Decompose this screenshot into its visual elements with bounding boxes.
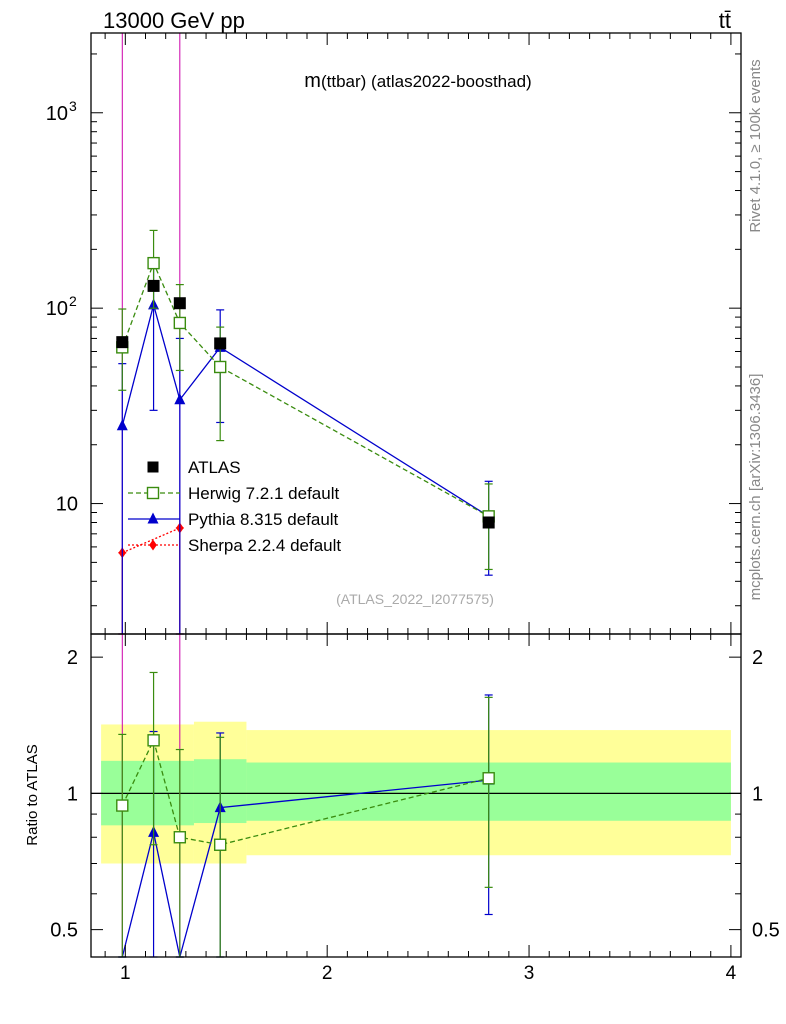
ratio-y-tick-label-left: 2 bbox=[67, 647, 78, 669]
ratio-y-axis-label: Ratio to ATLAS bbox=[24, 744, 41, 845]
series-layer bbox=[116, 33, 495, 958]
rivet-version-label: Rivet 4.1.0, ≥ 100k events bbox=[747, 59, 764, 232]
legend-label-atlas: ATLAS bbox=[188, 458, 241, 477]
sherpa-main-line bbox=[122, 527, 181, 554]
legend-marker-sherpa bbox=[149, 539, 157, 551]
herwig-main-point bbox=[213, 360, 227, 374]
main-y-tick-label-exponent: 2 bbox=[69, 293, 77, 309]
chart-title-rest: (ttbar) (atlas2022-boosthad) bbox=[321, 72, 532, 91]
atlas-main-point bbox=[147, 279, 160, 292]
x-tick-label: 2 bbox=[322, 963, 333, 984]
main-y-tick-label: 10 bbox=[46, 103, 68, 125]
main-y-tick-label: 10 bbox=[56, 494, 78, 516]
legend: ATLAS Herwig 7.2.1 default Pythia 8.315 de… bbox=[128, 458, 341, 555]
legend-marker-herwig bbox=[146, 486, 160, 500]
atlas-main-point bbox=[116, 336, 129, 349]
atlas-main-point bbox=[482, 516, 495, 529]
ratio-uncertainty-bands bbox=[101, 721, 731, 864]
x-tick-label: 4 bbox=[726, 963, 737, 984]
pythia-main-point bbox=[116, 419, 128, 431]
legend-label-sherpa: Sherpa 2.2.4 default bbox=[188, 536, 341, 555]
herwig-ratio-point bbox=[147, 734, 160, 747]
herwig-main-point bbox=[173, 316, 187, 330]
mcplots-label: mcplots.cern.ch [arXiv:1306.3436] bbox=[747, 374, 764, 601]
chart-title: m(ttbar) (atlas2022-boosthad) bbox=[304, 70, 531, 92]
chart-title-m: m bbox=[304, 70, 321, 92]
watermark-label: (ATLAS_2022_I2077575) bbox=[336, 591, 494, 607]
legend-label-pythia: Pythia 8.315 default bbox=[188, 510, 339, 529]
ratio-y-tick-label-left: 1 bbox=[67, 783, 78, 805]
atlas-main-point bbox=[173, 297, 186, 310]
legend-label-herwig: Herwig 7.2.1 default bbox=[188, 484, 339, 503]
atlas-main-point bbox=[214, 337, 227, 350]
header-left-label: 13000 GeV pp bbox=[103, 8, 245, 33]
herwig-ratio-point bbox=[173, 831, 187, 844]
ratio-y-tick-label-right: 1 bbox=[752, 783, 763, 805]
ratio-y-tick-label-right: 2 bbox=[752, 647, 763, 669]
main-y-tick-label-exponent: 3 bbox=[69, 98, 77, 114]
herwig-ratio-point bbox=[482, 772, 495, 785]
legend-marker-pythia bbox=[147, 512, 159, 524]
x-tick-label: 1 bbox=[120, 963, 131, 984]
legend-marker-atlas bbox=[147, 461, 159, 473]
ratio-panel-frame bbox=[90, 633, 742, 958]
herwig-ratio-point bbox=[213, 838, 227, 851]
main-y-tick-label: 10 bbox=[46, 298, 68, 320]
header-right-label: tt̄ bbox=[719, 8, 731, 33]
ratio-y-tick-label-right: 0.5 bbox=[752, 920, 780, 942]
series-atlas bbox=[116, 279, 495, 529]
pythia-main-point bbox=[174, 393, 186, 405]
x-tick-label: 3 bbox=[524, 963, 535, 984]
ratio-y-tick-label-left: 0.5 bbox=[50, 920, 78, 942]
herwig-main-point bbox=[147, 256, 160, 270]
herwig-ratio-point bbox=[116, 799, 129, 812]
